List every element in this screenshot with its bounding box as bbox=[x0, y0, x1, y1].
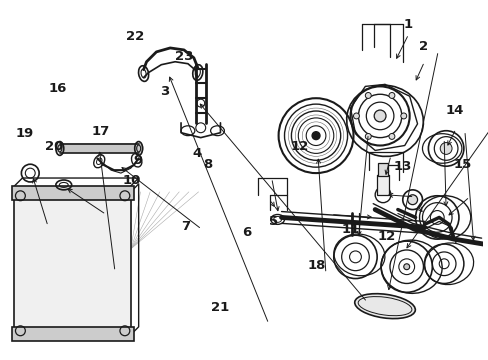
Text: 12: 12 bbox=[290, 140, 308, 153]
Bar bbox=[376, 175, 388, 195]
Text: 22: 22 bbox=[125, 30, 143, 43]
Text: 23: 23 bbox=[174, 50, 193, 63]
Circle shape bbox=[407, 195, 417, 204]
Text: 12: 12 bbox=[376, 230, 394, 243]
Circle shape bbox=[400, 113, 406, 119]
Text: 21: 21 bbox=[210, 301, 228, 314]
Circle shape bbox=[311, 132, 319, 140]
Text: 15: 15 bbox=[452, 158, 470, 171]
Circle shape bbox=[353, 113, 359, 119]
Text: 2: 2 bbox=[418, 40, 427, 53]
Bar bbox=[12, 327, 133, 341]
Text: 13: 13 bbox=[393, 160, 411, 173]
Text: 1: 1 bbox=[403, 18, 412, 31]
Text: 11: 11 bbox=[341, 223, 359, 236]
Text: 14: 14 bbox=[445, 104, 463, 117]
Text: 19: 19 bbox=[16, 127, 34, 140]
Circle shape bbox=[365, 93, 370, 98]
Circle shape bbox=[388, 134, 394, 139]
Bar bbox=[15, 192, 130, 335]
Circle shape bbox=[388, 93, 394, 98]
Text: 18: 18 bbox=[307, 258, 325, 272]
Circle shape bbox=[403, 264, 409, 270]
Text: 20: 20 bbox=[44, 140, 63, 153]
Text: 6: 6 bbox=[242, 226, 250, 239]
Circle shape bbox=[365, 134, 370, 139]
Text: 7: 7 bbox=[181, 220, 189, 233]
Text: 8: 8 bbox=[203, 158, 212, 171]
Text: 3: 3 bbox=[160, 85, 169, 98]
Text: 10: 10 bbox=[122, 174, 141, 186]
Text: 17: 17 bbox=[92, 125, 110, 138]
Text: 9: 9 bbox=[133, 154, 142, 167]
Bar bbox=[12, 186, 133, 200]
Text: 16: 16 bbox=[48, 82, 66, 95]
Bar bbox=[377, 163, 387, 176]
Text: 5: 5 bbox=[268, 215, 278, 228]
Ellipse shape bbox=[354, 294, 414, 319]
Text: 4: 4 bbox=[192, 147, 202, 160]
Circle shape bbox=[373, 110, 385, 122]
Circle shape bbox=[439, 143, 451, 154]
